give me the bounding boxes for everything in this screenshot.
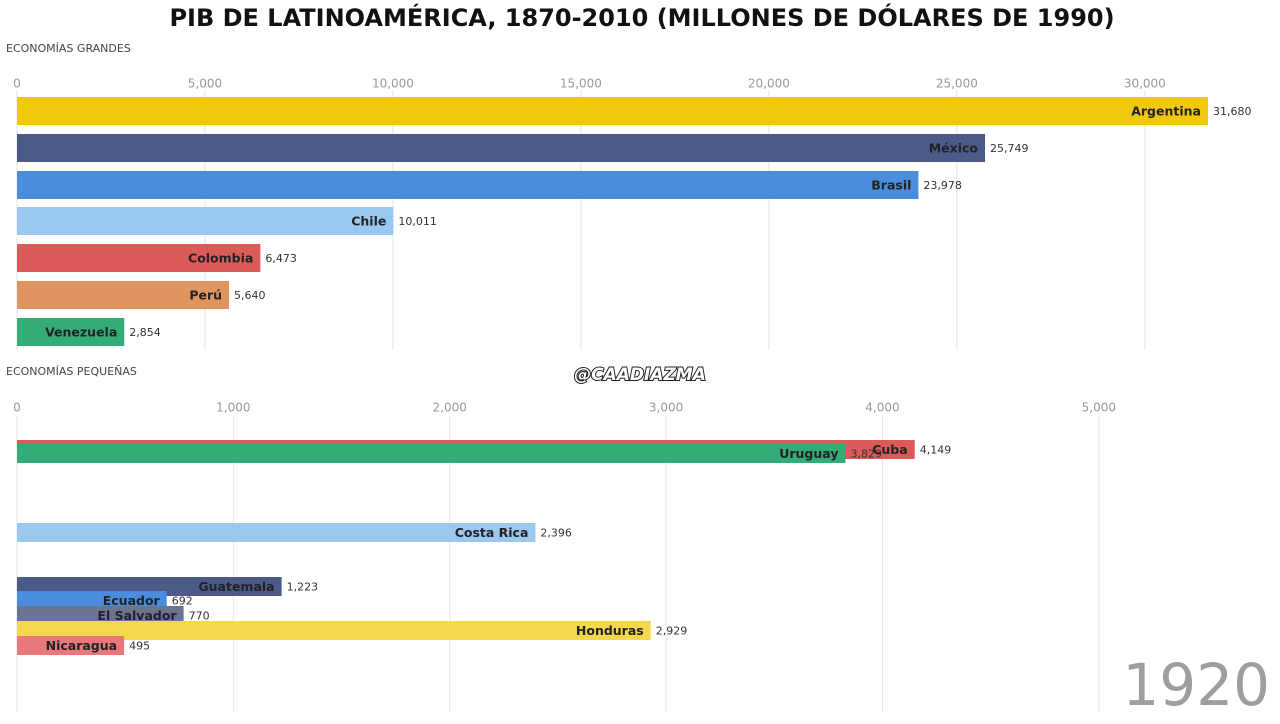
- x-tick-label: 25,000: [936, 77, 978, 91]
- x-tick-label: 5,000: [188, 77, 222, 91]
- bar-category-label: Colombia: [188, 251, 253, 266]
- bar: [17, 591, 167, 610]
- chart-title: PIB DE LATINOAMÉRICA, 1870-2010 (MILLONE…: [169, 2, 1114, 32]
- bar-value-label: 692: [172, 595, 193, 608]
- bar: [17, 318, 125, 346]
- x-tick-label: 3,000: [649, 401, 683, 415]
- bar-value-label: 3,829: [850, 448, 882, 461]
- bar-category-label: Guatemala: [198, 579, 274, 594]
- bar-value-label: 4,149: [920, 444, 952, 457]
- bar-value-label: 2,396: [540, 527, 572, 540]
- x-tick-label: 10,000: [372, 77, 414, 91]
- bar-category-label: Brasil: [871, 178, 911, 193]
- bar: [17, 281, 230, 309]
- bar-value-label: 10,011: [398, 215, 437, 228]
- bar: [17, 171, 919, 199]
- bar-category-label: Argentina: [1131, 104, 1201, 119]
- chart-subtitle: ECONOMÍAS PEQUEÑAS: [6, 365, 137, 378]
- bar-category-label: Ecuador: [103, 593, 161, 608]
- bar-value-label: 1,223: [287, 581, 319, 594]
- x-tick-label: 0: [13, 401, 21, 415]
- bar-value-label: 2,929: [656, 625, 688, 638]
- bar-value-label: 31,680: [1213, 105, 1252, 118]
- bar: [17, 444, 846, 463]
- bar-category-label: Chile: [351, 214, 386, 229]
- bar-category-label: Nicaragua: [46, 638, 117, 653]
- bar-category-label: México: [929, 141, 979, 156]
- bar-value-label: 2,854: [129, 326, 161, 339]
- bar: [17, 244, 261, 272]
- bar: [17, 207, 394, 235]
- bar: [17, 97, 1208, 125]
- bar-value-label: 25,749: [990, 142, 1029, 155]
- bar-value-label: 770: [189, 610, 210, 623]
- x-tick-label: 4,000: [865, 401, 899, 415]
- bar-category-label: Venezuela: [45, 325, 117, 340]
- bar-category-label: Perú: [189, 288, 222, 303]
- bar: [17, 621, 651, 640]
- bar: [17, 523, 536, 542]
- bar: [17, 134, 986, 162]
- bar-category-label: Costa Rica: [455, 525, 529, 540]
- bar-value-label: 6,473: [265, 252, 297, 265]
- chart-subtitle: ECONOMÍAS GRANDES: [6, 42, 131, 55]
- bar-category-label: Honduras: [576, 623, 644, 638]
- bar: [17, 606, 184, 625]
- x-tick-label: 20,000: [748, 77, 790, 91]
- x-tick-label: 30,000: [1124, 77, 1166, 91]
- x-tick-label: 5,000: [1082, 401, 1116, 415]
- x-tick-label: 1,000: [216, 401, 250, 415]
- year-label: 1920: [1122, 651, 1270, 719]
- bar-category-label: El Salvador: [97, 608, 177, 623]
- bar-value-label: 5,640: [234, 289, 266, 302]
- x-tick-label: 2,000: [433, 401, 467, 415]
- bar: [17, 636, 125, 655]
- bar-value-label: 495: [129, 640, 150, 653]
- watermark: @CAADIAZMA: [574, 365, 706, 385]
- bar-category-label: Cuba: [872, 442, 907, 457]
- x-tick-label: 15,000: [560, 77, 602, 91]
- bar-category-label: Uruguay: [779, 446, 838, 461]
- bar-value-label: 23,978: [923, 179, 962, 192]
- x-tick-label: 0: [13, 77, 21, 91]
